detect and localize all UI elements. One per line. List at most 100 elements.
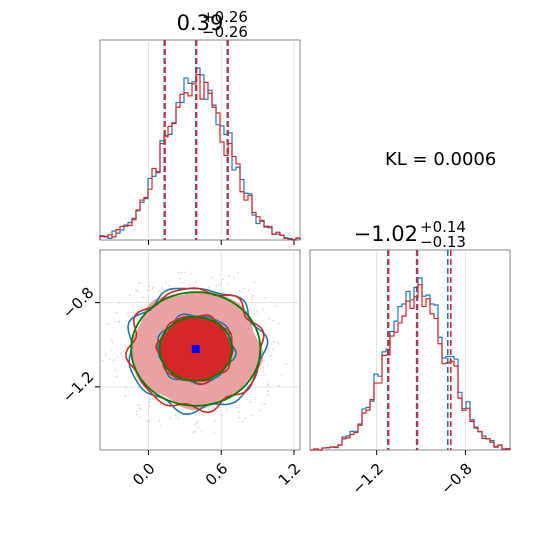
kl-annotation: KL = 0.0006 [385, 149, 496, 170]
scatter-point [138, 282, 141, 284]
hist-panel-1: 0.39 +0.26 −0.26 [99, 8, 301, 245]
scatter-point [253, 281, 256, 284]
scatter-point [132, 369, 134, 372]
hist-panel-2-grid [376, 250, 466, 450]
scatter-point [196, 420, 199, 423]
scatter-point [241, 291, 243, 293]
scatter-point [114, 320, 116, 323]
scatter-point [259, 368, 262, 370]
scatter-point [264, 403, 267, 405]
scatter-point [148, 285, 151, 287]
hist-1-title-plus: +0.26 [202, 8, 248, 26]
scatter-point [124, 344, 126, 346]
scatter-point [215, 285, 218, 287]
scatter-point [278, 385, 281, 387]
scatter-point [148, 419, 151, 422]
scatter-point [286, 362, 289, 365]
scatter-point [259, 409, 262, 412]
hist-1-title: 0.39 [177, 11, 224, 35]
scatter-point [115, 311, 118, 314]
contour-x-ticks: 0.0 0.6 1.2 [129, 450, 304, 489]
hist-2-title-minus: −0.13 [420, 233, 466, 251]
scatter-point [149, 398, 152, 400]
scatter-point [261, 403, 264, 405]
scatter-point [149, 289, 151, 291]
scatter-point [135, 413, 138, 416]
scatter-point [125, 386, 127, 389]
scatter-point [283, 362, 285, 364]
scatter-point [151, 287, 154, 290]
scatter-point [267, 384, 270, 386]
scatter-point [181, 281, 184, 284]
scatter-point [116, 375, 118, 378]
scatter-point [131, 387, 134, 390]
scatter-point [188, 283, 191, 286]
scatter-point [267, 390, 269, 393]
hist-panel-2: −1.2 −0.8 −1.02 +0.14 −0.13 [309, 218, 511, 498]
scatter-point [250, 380, 252, 383]
scatter-point [222, 402, 225, 404]
scatter-point [107, 323, 109, 325]
hist-1-title-value: 0.39 [177, 11, 224, 35]
scatter-point [146, 289, 149, 292]
scatter-point [249, 307, 252, 310]
y-tick-label: −1.2 [59, 368, 97, 406]
hist-panel-1-quantile-lines [163, 40, 229, 240]
scatter-point [140, 408, 142, 410]
scatter-point [272, 340, 275, 343]
x-tick-param-1-label: 1.2 [275, 460, 305, 490]
scatter-point [267, 394, 269, 396]
scatter-point [194, 430, 196, 433]
scatter-point [159, 403, 162, 406]
scatter-point [263, 297, 266, 300]
scatter-point [268, 318, 270, 320]
hist-panel-1-steps [99, 67, 301, 241]
scatter-point [263, 359, 265, 362]
scatter-point [277, 322, 280, 325]
scatter-point [243, 287, 246, 290]
scatter-point [136, 290, 139, 292]
contour-green-inner [158, 316, 233, 382]
scatter-point [195, 414, 197, 417]
scatter-point [198, 412, 200, 414]
scatter-point [139, 416, 142, 419]
scatter-point [180, 271, 182, 274]
scatter-point [159, 424, 162, 427]
scatter-point [262, 370, 265, 372]
scatter-point [151, 398, 154, 401]
scatter-point [118, 321, 120, 323]
scatter-point [272, 319, 274, 322]
scatter-point [253, 312, 255, 315]
scatter-point [271, 348, 274, 350]
scatter-point [236, 272, 239, 274]
scatter-point [104, 354, 107, 357]
scatter-point [244, 393, 246, 396]
scatter-point [262, 367, 265, 369]
scatter-point [251, 295, 253, 298]
scatter-point [120, 353, 122, 355]
scatter-point [194, 423, 197, 426]
scatter-point [179, 277, 182, 280]
scatter-point [135, 289, 137, 292]
scatter-point [146, 420, 149, 423]
scatter-point [177, 417, 180, 420]
scatter-point [222, 278, 224, 281]
scatter-point [138, 282, 141, 285]
contour-y-ticks: −0.8 −1.2 [59, 284, 100, 406]
scatter-point [280, 375, 283, 377]
scatter-point [177, 271, 180, 274]
scatter-point [211, 405, 214, 408]
scatter-point [249, 401, 252, 403]
scatter-point [148, 405, 151, 408]
scatter-point [247, 289, 250, 291]
scatter-point [262, 309, 264, 311]
scatter-point [275, 305, 277, 307]
x-tick-param-2-label: −0.8 [437, 460, 475, 498]
scatter-point [195, 422, 198, 424]
scatter-point [116, 355, 119, 358]
scatter-point [110, 349, 113, 351]
scatter-point [238, 416, 240, 419]
hist-panel-2-frame [309, 249, 511, 451]
scatter-point [195, 281, 197, 283]
